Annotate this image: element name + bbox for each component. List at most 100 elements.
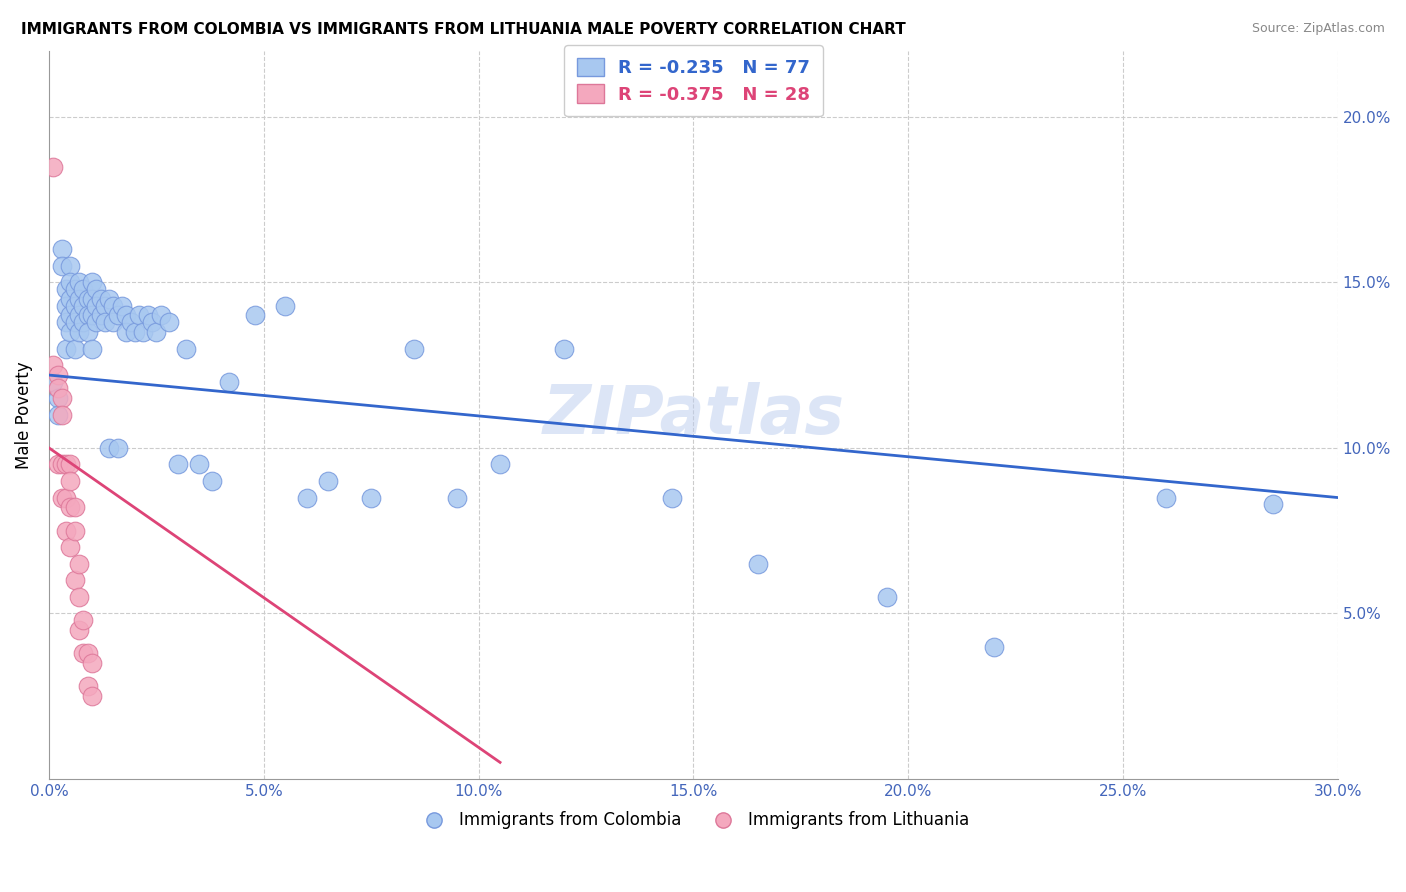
Point <box>63 574 86 588</box>
Point <box>42 160 65 174</box>
Point <box>80 309 103 323</box>
Point <box>747 557 769 571</box>
Point <box>67 292 90 306</box>
Point <box>59 309 82 323</box>
Point <box>72 299 94 313</box>
Point <box>59 458 82 472</box>
Point <box>67 276 90 290</box>
Point <box>72 315 94 329</box>
Point <box>124 325 146 339</box>
Point <box>59 540 82 554</box>
Point <box>84 282 107 296</box>
Point <box>59 474 82 488</box>
Point <box>42 375 65 389</box>
Point <box>132 325 155 339</box>
Text: IMMIGRANTS FROM COLOMBIA VS IMMIGRANTS FROM LITHUANIA MALE POVERTY CORRELATION C: IMMIGRANTS FROM COLOMBIA VS IMMIGRANTS F… <box>21 22 905 37</box>
Point <box>360 491 382 505</box>
Point <box>63 282 86 296</box>
Point <box>46 381 69 395</box>
Point <box>89 292 111 306</box>
Point <box>46 408 69 422</box>
Point <box>46 458 69 472</box>
Point <box>76 292 98 306</box>
Point <box>67 309 90 323</box>
Point <box>63 299 86 313</box>
Point <box>55 342 77 356</box>
Point <box>67 325 90 339</box>
Point <box>120 315 142 329</box>
Point <box>80 656 103 670</box>
Point <box>51 491 73 505</box>
Point <box>42 358 65 372</box>
Point <box>67 590 90 604</box>
Point <box>51 408 73 422</box>
Point <box>176 342 198 356</box>
Point <box>63 315 86 329</box>
Point <box>76 646 98 660</box>
Point <box>76 325 98 339</box>
Point <box>166 458 188 472</box>
Point <box>55 458 77 472</box>
Point <box>111 299 134 313</box>
Point <box>55 282 77 296</box>
Point <box>72 282 94 296</box>
Point <box>72 646 94 660</box>
Point <box>136 309 159 323</box>
Point <box>149 309 172 323</box>
Point <box>80 689 103 703</box>
Point <box>80 342 103 356</box>
Point <box>84 315 107 329</box>
Point <box>80 292 103 306</box>
Point <box>157 315 180 329</box>
Point <box>51 391 73 405</box>
Point <box>128 309 150 323</box>
Point <box>446 491 468 505</box>
Point <box>316 474 339 488</box>
Point <box>63 500 86 515</box>
Point <box>983 640 1005 654</box>
Point <box>1154 491 1177 505</box>
Point <box>94 315 117 329</box>
Point <box>98 441 121 455</box>
Point <box>55 491 77 505</box>
Point <box>876 590 898 604</box>
Point <box>59 259 82 273</box>
Point <box>89 309 111 323</box>
Text: Source: ZipAtlas.com: Source: ZipAtlas.com <box>1251 22 1385 36</box>
Point <box>107 441 129 455</box>
Point <box>1263 497 1285 511</box>
Point <box>661 491 683 505</box>
Text: ZIPatlas: ZIPatlas <box>543 382 845 448</box>
Point <box>243 309 266 323</box>
Point <box>55 524 77 538</box>
Point <box>55 299 77 313</box>
Point <box>67 557 90 571</box>
Point <box>98 292 121 306</box>
Point <box>67 623 90 637</box>
Point <box>80 276 103 290</box>
Point <box>404 342 426 356</box>
Point <box>115 309 138 323</box>
Point <box>55 315 77 329</box>
Point <box>145 325 167 339</box>
Point <box>115 325 138 339</box>
Legend: Immigrants from Colombia, Immigrants from Lithuania: Immigrants from Colombia, Immigrants fro… <box>411 805 976 836</box>
Point <box>51 458 73 472</box>
Point <box>63 524 86 538</box>
Y-axis label: Male Poverty: Male Poverty <box>15 361 32 468</box>
Point <box>188 458 211 472</box>
Point <box>489 458 512 472</box>
Point <box>72 613 94 627</box>
Point <box>46 368 69 382</box>
Point <box>76 679 98 693</box>
Point <box>76 309 98 323</box>
Point <box>553 342 575 356</box>
Point <box>84 299 107 313</box>
Point <box>59 325 82 339</box>
Point <box>103 315 125 329</box>
Point <box>46 391 69 405</box>
Point <box>51 242 73 256</box>
Point <box>295 491 318 505</box>
Point <box>94 299 117 313</box>
Point <box>59 276 82 290</box>
